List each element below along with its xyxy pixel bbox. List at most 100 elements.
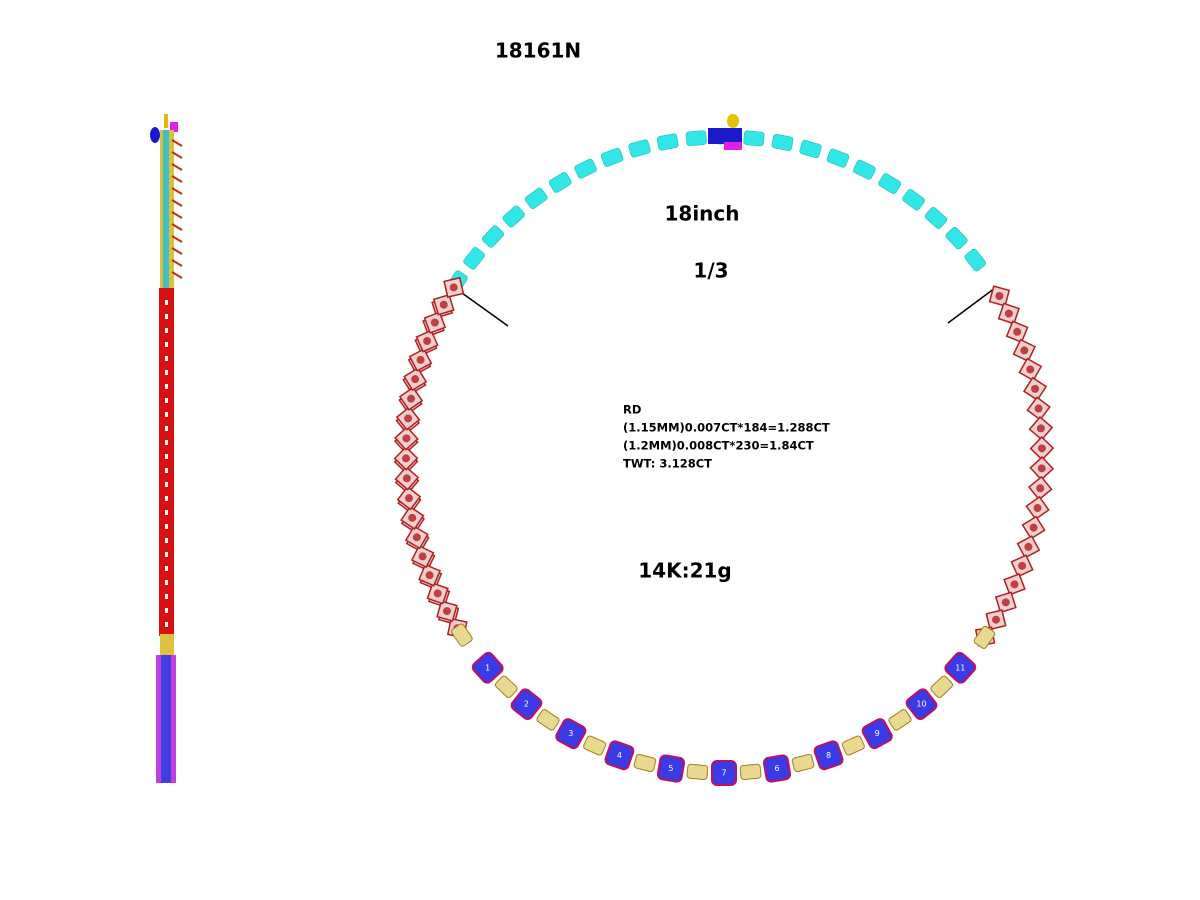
pave-stone: [1020, 346, 1029, 355]
pave-stone: [1004, 309, 1013, 318]
side-hole: [165, 454, 168, 459]
stone-number: 5: [668, 764, 673, 773]
side-prong: [171, 271, 183, 279]
side-hole: [165, 580, 168, 585]
cyan-link: [924, 207, 948, 229]
stone-number: 6: [774, 764, 779, 773]
stone-number: 11: [955, 663, 965, 672]
gold-link: [973, 625, 996, 649]
side-prong: [171, 259, 183, 267]
blue-stone: [471, 651, 504, 684]
spec-line: TWT: 3.128CT: [623, 457, 712, 471]
pave-stone: [1010, 580, 1019, 589]
side-hole: [165, 356, 168, 361]
pave-stone: [1013, 327, 1022, 336]
side-hole: [165, 510, 168, 515]
gold-link: [791, 753, 815, 773]
pave-stone: [1036, 424, 1045, 433]
cyan-link: [771, 133, 794, 151]
pave-stone: [442, 607, 451, 616]
stone-number: 10: [916, 700, 926, 709]
blue-stone: [762, 754, 792, 783]
spec-line: (1.15MM)0.007CT*184=1.288CT: [623, 421, 830, 435]
side-hole: [165, 426, 168, 431]
side-hole: [165, 370, 168, 375]
pave-stone: [1037, 444, 1046, 453]
clasp: [727, 114, 739, 128]
gold-link: [686, 763, 709, 780]
gold-link: [739, 763, 762, 780]
pave-stone: [430, 318, 439, 327]
division-line: [454, 287, 509, 327]
cyan-link: [826, 148, 850, 168]
gold-link: [583, 735, 607, 756]
cyan-link: [945, 227, 968, 250]
fraction-label: 1/3: [693, 259, 728, 283]
blue-stone: [813, 740, 844, 771]
pave-stone: [412, 533, 421, 542]
side-hole: [165, 552, 168, 557]
side-prong: [171, 151, 183, 159]
pave-stone: [408, 513, 417, 522]
cyan-link: [463, 247, 485, 270]
clasp: [170, 122, 178, 132]
length-label: 18inch: [664, 202, 739, 226]
side-segment: [161, 655, 171, 783]
cyan-link: [481, 225, 504, 248]
side-hole: [165, 538, 168, 543]
cyan-link: [799, 140, 822, 159]
side-hole: [165, 594, 168, 599]
side-hole: [165, 398, 168, 403]
gold-link: [494, 675, 518, 699]
cyan-link: [656, 133, 679, 151]
side-hole: [165, 524, 168, 529]
side-hole: [165, 496, 168, 501]
clasp: [150, 127, 160, 143]
cyan-link: [853, 159, 876, 180]
side-segment: [163, 130, 169, 290]
cyan-link: [964, 248, 986, 272]
spec-line: RD: [623, 403, 641, 417]
pave-stone: [402, 434, 411, 443]
side-hole: [165, 384, 168, 389]
gold-link: [451, 623, 473, 647]
blue-stone: [944, 651, 977, 684]
pave-stone: [402, 474, 411, 483]
pave-stone: [1026, 365, 1035, 374]
side-hole: [165, 342, 168, 347]
blue-stone: [656, 754, 686, 783]
gold-link: [536, 709, 560, 731]
pave-stone: [404, 414, 413, 423]
necklace: 1 2 3 4 5 7 6 8 9 10 11: [393, 114, 1055, 786]
cyan-link: [548, 172, 572, 193]
side-prong: [171, 175, 183, 183]
pave-stone: [439, 300, 448, 309]
side-prong: [171, 235, 183, 243]
stone-number: 1: [485, 663, 490, 672]
cyan-link: [502, 205, 525, 228]
side-hole: [165, 468, 168, 473]
side-prong: [171, 187, 183, 195]
pave-stone: [404, 494, 413, 503]
stone-number: 9: [875, 729, 880, 738]
cyan-link: [628, 139, 651, 158]
spec-line: (1.2MM)0.008CT*230=1.84CT: [623, 439, 814, 453]
division-line: [947, 287, 996, 324]
pave-stone: [407, 394, 416, 403]
blue-stone: [555, 718, 587, 750]
stone-number: 3: [568, 729, 573, 738]
pave-stone: [1037, 464, 1046, 473]
cyan-link: [574, 158, 597, 179]
metal-label: 14K:21g: [638, 559, 731, 583]
side-prong: [171, 139, 183, 147]
pave-stone: [411, 375, 420, 384]
side-hole: [165, 482, 168, 487]
blue-stone: [510, 688, 543, 721]
cyan-link: [600, 147, 624, 167]
side-prong: [171, 199, 183, 207]
stone-number: 7: [721, 769, 726, 778]
pave-stone: [416, 355, 425, 364]
blue-stone: [861, 718, 893, 750]
stone-number: 8: [826, 751, 831, 760]
